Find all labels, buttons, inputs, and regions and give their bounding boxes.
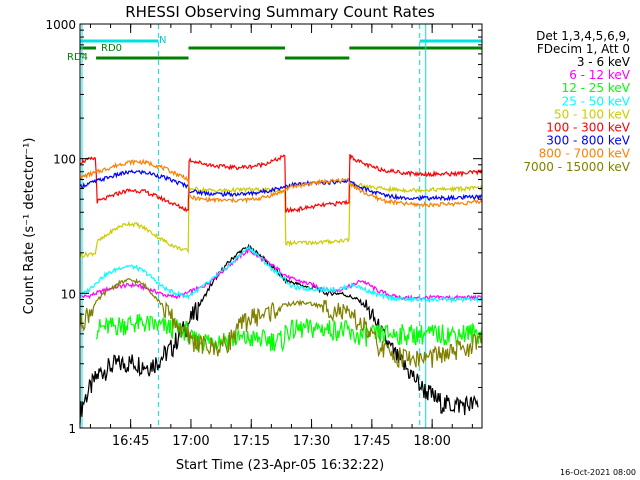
y-tick-label: 10 xyxy=(61,287,76,301)
legend-entry-0: 3 - 6 keV xyxy=(577,55,631,69)
legend-entry-5: 100 - 300 keV xyxy=(546,121,630,135)
y-tick-label: 1 xyxy=(68,422,76,436)
chart-title: RHESSI Observing Summary Count Rates xyxy=(125,3,435,21)
x-tick-label: 17:30 xyxy=(293,434,330,449)
series-lines xyxy=(79,153,483,425)
legend: Det 1,3,4,5,6,9, FDecim 1, Att 0 3 - 6 k… xyxy=(523,29,630,174)
flag-label-rd4: RD4 xyxy=(67,52,88,63)
y-axis-label: Count Rate (s⁻¹ detector⁻¹) xyxy=(22,138,37,315)
legend-header-line-1: Det 1,3,4,5,6,9, xyxy=(536,29,630,43)
series-line-4 xyxy=(79,181,483,259)
legend-entry-1: 6 - 12 keV xyxy=(569,68,631,82)
x-tick-label: 17:15 xyxy=(233,434,270,449)
series-line-8 xyxy=(79,277,483,369)
flag-label-night: N xyxy=(159,35,166,46)
series-line-2 xyxy=(95,313,483,353)
x-axis-label: Start Time (23-Apr-05 16:32:22) xyxy=(176,458,384,473)
legend-entry-7: 800 - 7000 keV xyxy=(539,147,631,161)
x-tick-label: 17:00 xyxy=(172,434,209,449)
legend-header-line-2: FDecim 1, Att 0 xyxy=(537,42,630,56)
x-tick-label: 16:45 xyxy=(112,434,149,449)
legend-entry-6: 300 - 800 keV xyxy=(546,134,630,148)
plot-area: 1 10 100 1000 16:45 17:00 17:15 17:30 17:45 18:0… xyxy=(45,18,483,449)
y-axis-ticks: 1 10 100 1000 xyxy=(45,18,482,436)
y-tick-label: 100 xyxy=(53,153,76,167)
series-line-5 xyxy=(79,153,483,213)
timestamp: 16-Oct-2021 08:00 xyxy=(560,468,636,477)
legend-entry-4: 50 - 100 keV xyxy=(554,107,631,121)
legend-entry-8: 7000 - 15000 keV xyxy=(523,160,630,174)
series-line-0 xyxy=(79,243,479,425)
legend-entry-2: 12 - 25 keV xyxy=(562,81,631,95)
flag-label-rd0: RD0 xyxy=(101,43,122,54)
series-line-6 xyxy=(79,169,483,202)
legend-entry-3: 25 - 50 keV xyxy=(562,94,631,108)
series-line-7 xyxy=(79,158,483,208)
series-line-3 xyxy=(79,244,483,304)
x-axis-ticks: 16:45 17:00 17:15 17:30 17:45 18:00 xyxy=(89,24,473,449)
plot-frame xyxy=(79,23,483,429)
instrument-flags xyxy=(80,39,482,60)
x-tick-label: 18:00 xyxy=(413,434,450,449)
y-tick-label: 1000 xyxy=(45,18,76,32)
x-tick-label: 17:45 xyxy=(353,434,390,449)
